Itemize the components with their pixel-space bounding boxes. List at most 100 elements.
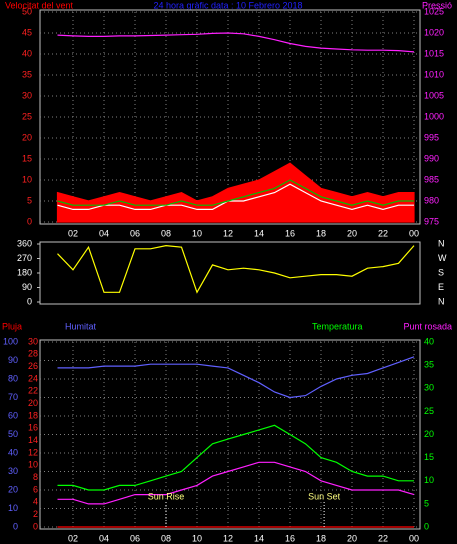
series-line [57,356,415,399]
y2-tick-label: E [438,282,444,292]
y-tick-label: 30 [8,466,18,476]
y-tick-label: 35 [22,69,32,79]
x-tick-label: 16 [285,533,295,543]
y3-tick-label: 28 [28,349,38,359]
y2-tick-label: 985 [424,174,439,184]
y-tick-label: 40 [22,48,32,58]
x-tick-label: 00 [409,533,419,543]
y-tick-label: 50 [22,6,32,16]
y2-tick-label: N [438,238,445,248]
y-tick-label: 0 [27,216,32,226]
y-tick-label: 10 [22,174,32,184]
y3-tick-label: 22 [28,386,38,396]
y-tick-label: 180 [17,267,32,277]
y2-tick-label: 10 [424,475,434,485]
legend-label: Humitat [65,321,97,331]
legend-label: Punt rosada [403,321,452,331]
y-tick-label: 0 [13,521,18,531]
y3-tick-label: 26 [28,361,38,371]
y2-tick-label: 30 [424,383,434,393]
y2-tick-label: 990 [424,153,439,163]
y-tick-label: 60 [8,410,18,420]
y-tick-label: 50 [8,429,18,439]
y-tick-label: 70 [8,392,18,402]
x-tick-label: 22 [378,533,388,543]
x-tick-label: 04 [99,228,109,238]
y3-tick-label: 16 [28,423,38,433]
annotation: Sun Rise [148,491,185,501]
x-tick-label: 08 [161,228,171,238]
y2-tick-label: N [438,296,445,306]
legend-label: Temperatura [312,321,363,331]
y-tick-label: 90 [22,282,32,292]
y3-tick-label: 4 [33,497,38,507]
y2-tick-label: 980 [424,195,439,205]
y-tick-label: 30 [22,90,32,100]
y-tick-label: 20 [22,132,32,142]
y3-tick-label: 2 [33,509,38,519]
y-tick-label: 100 [3,336,18,346]
y2-tick-label: 25 [424,406,434,416]
y-tick-label: 10 [8,503,18,513]
y2-tick-label: 1025 [424,6,444,16]
y-tick-label: 45 [22,27,32,37]
y-tick-label: 270 [17,253,32,263]
series-line [57,183,414,211]
x-tick-label: 16 [285,228,295,238]
y2-tick-label: 5 [424,498,429,508]
y2-tick-label: 1015 [424,48,444,58]
y2-tick-label: 1010 [424,69,444,79]
x-tick-label: 10 [192,228,202,238]
x-tick-label: 12 [223,228,233,238]
x-tick-label: 04 [99,533,109,543]
series-line [57,244,415,294]
y2-tick-label: W [438,253,447,263]
y3-tick-label: 12 [28,447,38,457]
y-tick-label: 360 [17,238,32,248]
x-tick-label: 12 [223,533,233,543]
x-tick-label: 02 [68,533,78,543]
legend-label: Velocitat del vent [5,0,74,10]
y2-tick-label: S [438,267,444,277]
series-line [57,32,415,53]
x-tick-label: 18 [316,228,326,238]
legend-label: Pluja [2,321,22,331]
y-tick-label: 25 [22,111,32,121]
y3-tick-label: 24 [28,373,38,383]
x-tick-label: 10 [192,533,202,543]
y3-tick-label: 18 [28,410,38,420]
y2-tick-label: 15 [424,452,434,462]
annotation: Sun Set [308,491,341,501]
x-tick-label: 02 [68,228,78,238]
y2-tick-label: 1005 [424,90,444,100]
y2-tick-label: 1020 [424,27,444,37]
series-line [57,461,415,505]
y-tick-label: 20 [8,484,18,494]
y3-tick-label: 8 [33,472,38,482]
x-tick-label: 20 [347,533,357,543]
y2-tick-label: 35 [424,360,434,370]
y3-tick-label: 14 [28,435,38,445]
y-tick-label: 0 [27,296,32,306]
y2-tick-label: 995 [424,132,439,142]
x-tick-label: 20 [347,228,357,238]
series-line [57,179,414,206]
y-tick-label: 90 [8,355,18,365]
y3-tick-label: 0 [33,521,38,531]
chart-title: 24 hora gràfic data : 10 Febrero 2018 [153,0,302,10]
y2-tick-label: 40 [424,336,434,346]
x-tick-label: 22 [378,228,388,238]
x-tick-label: 18 [316,533,326,543]
x-tick-label: 08 [161,533,171,543]
x-tick-label: 14 [254,228,264,238]
y-tick-label: 40 [8,447,18,457]
y2-tick-label: 0 [424,521,429,531]
series-line [57,424,414,491]
y3-tick-label: 20 [28,398,38,408]
y3-tick-label: 10 [28,460,38,470]
x-tick-label: 06 [130,228,140,238]
y2-tick-label: 1000 [424,111,444,121]
y-tick-label: 80 [8,373,18,383]
